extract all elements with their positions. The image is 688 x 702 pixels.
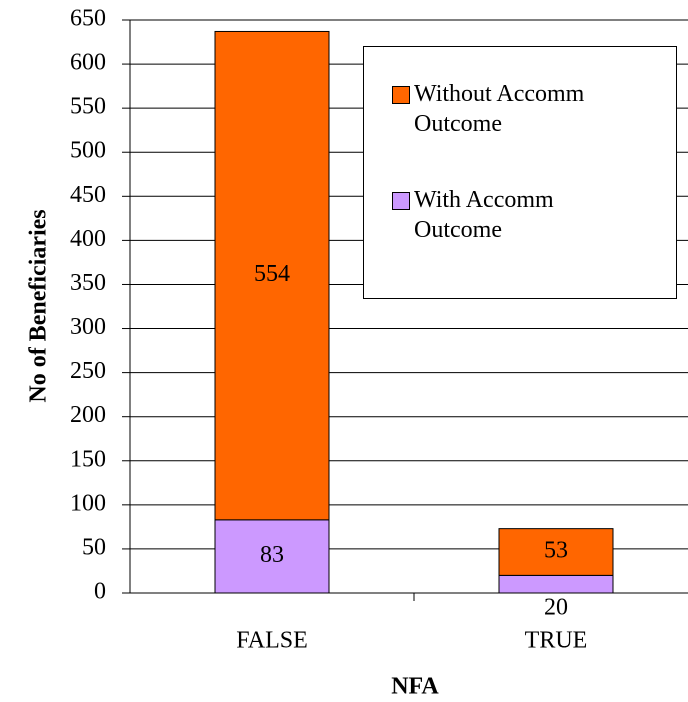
y-tick-label: 250	[70, 358, 106, 384]
x-tick-label: FALSE	[236, 628, 308, 654]
data-label: 554	[254, 261, 290, 287]
legend-entry: Without Accomm Outcome	[392, 79, 666, 139]
y-tick-label: 350	[70, 270, 106, 296]
legend-label: With Accomm Outcome	[414, 187, 554, 243]
data-label: 20	[544, 595, 568, 621]
y-tick-label: 500	[70, 138, 106, 164]
x-tick-label: TRUE	[525, 628, 588, 654]
y-tick-label: 100	[70, 490, 106, 516]
y-tick-label: 300	[70, 314, 106, 340]
data-label: 83	[260, 542, 284, 568]
legend: Without Accomm Outcome With Accomm Outcom…	[363, 46, 677, 299]
y-tick-label: 650	[70, 6, 106, 32]
y-tick-label: 200	[70, 402, 106, 428]
bar-segment	[498, 574, 614, 594]
y-tick-label: 550	[70, 94, 106, 120]
legend-swatch	[392, 86, 410, 104]
data-label: 53	[544, 538, 568, 564]
bar-segment	[214, 30, 330, 521]
y-tick-label: 0	[94, 579, 106, 605]
y-tick-label: 450	[70, 182, 106, 208]
bar-segment	[498, 528, 614, 576]
legend-entry: With Accomm Outcome	[392, 185, 666, 245]
bar-segment	[214, 519, 330, 594]
y-axis-label: No of Beneficiaries	[26, 209, 52, 402]
y-tick-label: 600	[70, 50, 106, 76]
y-tick-label: 400	[70, 226, 106, 252]
x-axis-label: NFA	[391, 674, 439, 700]
legend-swatch	[392, 192, 410, 210]
y-tick-label: 150	[70, 446, 106, 472]
y-tick-label: 50	[82, 534, 106, 560]
legend-label: Without Accomm Outcome	[414, 81, 585, 137]
